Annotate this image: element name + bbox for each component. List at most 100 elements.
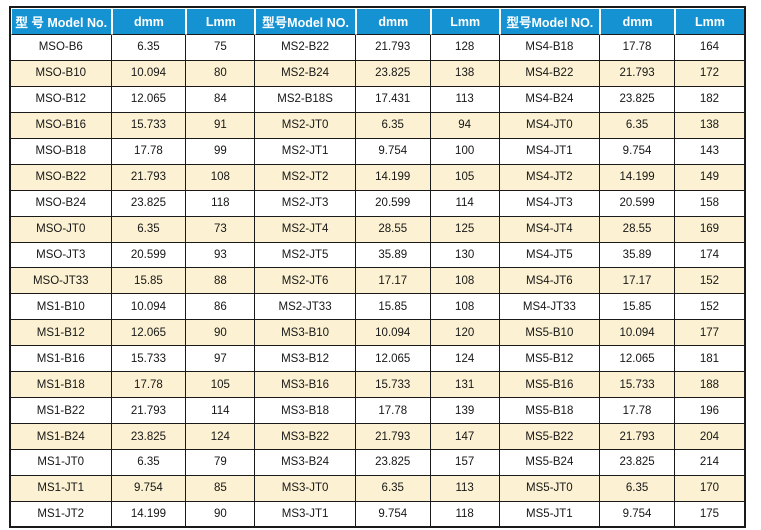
- table-row: MSO-JT33 15.85 88 MS2-JT6 17.17 108 MS4-JT6 17.…: [11, 268, 744, 295]
- lmm-cell: 93: [186, 242, 256, 269]
- lmm-cell: 214: [674, 450, 744, 476]
- dmm-cell: 10.094: [111, 60, 187, 87]
- dmm-cell: 6.35: [355, 475, 431, 502]
- lmm-cell: 108: [186, 164, 256, 191]
- table-row: MS1-JT1 9.754 85 MS3-JT0 6.35 113 MS5-JT0 6.35 1…: [11, 475, 744, 502]
- lmm-cell: 99: [186, 138, 256, 165]
- lmm-cell: 196: [674, 398, 744, 425]
- model-cell: MS4-JT33: [499, 294, 601, 321]
- model-cell: MS1-JT0: [11, 450, 112, 476]
- dmm-cell: 21.793: [600, 424, 675, 450]
- lmm-cell: 90: [186, 501, 256, 526]
- model-cell: MS1-B22: [11, 398, 112, 425]
- lmm-cell: 204: [674, 424, 744, 450]
- lmm-cell: 86: [186, 294, 256, 321]
- dmm-cell: 6.35: [111, 35, 187, 61]
- lmm-cell: 114: [430, 190, 500, 217]
- header-dmm-group3: dmm: [600, 8, 675, 35]
- model-cell: MS4-JT5: [499, 242, 601, 269]
- model-cell: MS5-B24: [499, 450, 601, 476]
- model-cell: MSO-B10: [11, 60, 112, 87]
- model-cell: MSO-B12: [11, 86, 112, 113]
- model-cell: MS3-B16: [255, 372, 356, 399]
- dmm-cell: 12.065: [355, 346, 431, 373]
- header-lmm-group2: Lmm: [430, 8, 500, 35]
- model-cell: MS3-JT1: [255, 501, 356, 526]
- dmm-cell: 9.754: [355, 501, 431, 526]
- dmm-cell: 20.599: [600, 190, 675, 217]
- lmm-cell: 147: [430, 424, 500, 450]
- dmm-cell: 23.825: [111, 424, 187, 450]
- dmm-cell: 17.78: [600, 35, 675, 61]
- table-row: MSO-JT3 20.599 93 MS2-JT5 35.89 130 MS4-JT5 35.…: [11, 242, 744, 269]
- lmm-cell: 158: [674, 190, 744, 217]
- table-row: MSO-B22 21.793 108 MS2-JT2 14.199 105 MS4-JT2 1…: [11, 164, 744, 191]
- dmm-cell: 14.199: [600, 164, 675, 191]
- table-row: MS1-B22 21.793 114 MS3-B18 17.78 139 MS5-B18 17…: [11, 398, 744, 425]
- dmm-cell: 15.85: [355, 294, 431, 321]
- lmm-cell: 130: [430, 242, 500, 269]
- lmm-cell: 172: [674, 60, 744, 87]
- lmm-cell: 108: [430, 268, 500, 295]
- dmm-cell: 21.793: [111, 164, 187, 191]
- dmm-cell: 12.065: [111, 86, 187, 113]
- lmm-cell: 170: [674, 475, 744, 502]
- model-cell: MSO-JT0: [11, 216, 112, 243]
- dmm-cell: 17.78: [111, 138, 187, 165]
- lmm-cell: 114: [186, 398, 256, 425]
- model-cell: MSO-B18: [11, 138, 112, 165]
- dmm-cell: 17.17: [600, 268, 675, 295]
- lmm-cell: 113: [430, 86, 500, 113]
- dmm-cell: 14.199: [111, 501, 187, 526]
- spec-table-container: 型 号 Model No. dmm Lmm 型号Model NO. dmm Lmm 型号Mo…: [9, 6, 746, 528]
- lmm-cell: 73: [186, 216, 256, 243]
- model-cell: MS2-JT4: [255, 216, 356, 243]
- model-cell: MS5-B18: [499, 398, 601, 425]
- model-cell: MS4-JT0: [499, 112, 601, 139]
- model-cell: MS4-JT3: [499, 190, 601, 217]
- dmm-cell: 35.89: [355, 242, 431, 269]
- model-cell: MS3-B22: [255, 424, 356, 450]
- spec-table: 型 号 Model No. dmm Lmm 型号Model NO. dmm Lmm 型号Mo…: [11, 8, 744, 526]
- table-row: MS1-JT2 14.199 90 MS3-JT1 9.754 118 MS5-JT1 9.7…: [11, 501, 744, 526]
- model-cell: MS4-JT6: [499, 268, 601, 295]
- dmm-cell: 23.825: [600, 86, 675, 113]
- table-header-row: 型 号 Model No. dmm Lmm 型号Model NO. dmm Lmm 型号Mo…: [11, 8, 744, 35]
- lmm-cell: 177: [674, 320, 744, 347]
- model-cell: MS2-JT3: [255, 190, 356, 217]
- dmm-cell: 9.754: [600, 501, 675, 526]
- model-cell: MS2-JT5: [255, 242, 356, 269]
- table-row: MS1-B12 12.065 90 MS3-B10 10.094 120 MS5-B10 10…: [11, 320, 744, 347]
- table-row: MSO-B12 12.065 84 MS2-B18S 17.431 113 MS4-B24 2…: [11, 86, 744, 113]
- dmm-cell: 23.825: [355, 60, 431, 87]
- lmm-cell: 125: [430, 216, 500, 243]
- dmm-cell: 6.35: [111, 216, 187, 243]
- model-cell: MS1-B12: [11, 320, 112, 347]
- table-row: MS1-B10 10.094 86 MS2-JT33 15.85 108 MS4-JT33 1…: [11, 294, 744, 321]
- table-row: MS1-JT0 6.35 79 MS3-B24 23.825 157 MS5-B24 23.8…: [11, 450, 744, 476]
- dmm-cell: 20.599: [111, 242, 187, 269]
- dmm-cell: 9.754: [355, 138, 431, 165]
- lmm-cell: 131: [430, 372, 500, 399]
- model-cell: MS3-B12: [255, 346, 356, 373]
- dmm-cell: 15.733: [111, 346, 187, 373]
- dmm-cell: 15.85: [111, 268, 187, 295]
- model-cell: MS4-B22: [499, 60, 601, 87]
- model-cell: MS3-B10: [255, 320, 356, 347]
- table-row: MSO-B6 6.35 75 MS2-B22 21.793 128 MS4-B18 17.78…: [11, 35, 744, 61]
- header-model-group1: 型 号 Model No.: [11, 8, 112, 35]
- lmm-cell: 175: [674, 501, 744, 526]
- lmm-cell: 105: [430, 164, 500, 191]
- lmm-cell: 143: [674, 138, 744, 165]
- lmm-cell: 105: [186, 372, 256, 399]
- dmm-cell: 21.793: [355, 35, 431, 61]
- lmm-cell: 157: [430, 450, 500, 476]
- lmm-cell: 108: [430, 294, 500, 321]
- dmm-cell: 21.793: [111, 398, 187, 425]
- table-row: MSO-B18 17.78 99 MS2-JT1 9.754 100 MS4-JT1 9.75…: [11, 138, 744, 165]
- table-row: MS1-B24 23.825 124 MS3-B22 21.793 147 MS5-B22 2…: [11, 424, 744, 450]
- model-cell: MS4-JT4: [499, 216, 601, 243]
- lmm-cell: 139: [430, 398, 500, 425]
- lmm-cell: 94: [430, 112, 500, 139]
